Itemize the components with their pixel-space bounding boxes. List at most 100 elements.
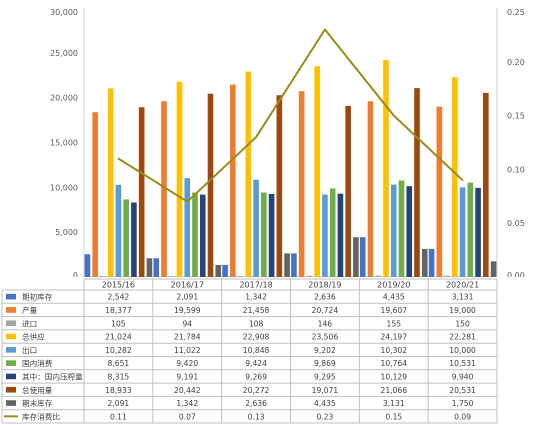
bar xyxy=(131,202,137,277)
bar xyxy=(483,92,489,277)
bar xyxy=(268,193,275,277)
bar xyxy=(123,199,129,277)
table-cell: 146 xyxy=(318,319,333,328)
bar xyxy=(375,275,382,277)
legend-key xyxy=(6,307,16,313)
table-cell: 19,000 xyxy=(449,306,476,315)
table-header-cell: 2017/18 xyxy=(239,281,272,290)
table-row-label: 国内消费 xyxy=(22,358,53,368)
left-tick-label: 0 xyxy=(73,271,78,277)
right-tick-label: 0.00 xyxy=(507,271,525,277)
bar xyxy=(414,88,420,277)
table-cell: 21,458 xyxy=(243,306,270,315)
bar xyxy=(475,187,481,277)
bar xyxy=(176,81,183,277)
table-cell: 19,607 xyxy=(381,306,408,315)
table-cell: 1,342 xyxy=(176,399,198,408)
data-table-rows: 期初库存 2,542 2,091 1,342 2,636 4,435 3,131 产量 18,3… xyxy=(4,292,476,421)
table-cell: 155 xyxy=(387,319,402,328)
right-tick-label: 0.20 xyxy=(507,58,525,67)
table-cell: 2,091 xyxy=(108,399,130,408)
right-tick-label: 0.15 xyxy=(507,112,525,121)
table-cell: 105 xyxy=(111,319,126,328)
table-row-label: 产量 xyxy=(22,305,38,315)
left-tick-label: 5,000 xyxy=(55,228,78,237)
table-cell: 2,091 xyxy=(176,293,198,302)
table-cell: 0.09 xyxy=(454,412,471,421)
left-tick-label: 15,000 xyxy=(50,139,78,148)
left-tick-label: 20,000 xyxy=(50,94,78,103)
table-cell: 3,131 xyxy=(452,293,474,302)
table-cell: 0.15 xyxy=(385,412,402,421)
table-row-label: 进口 xyxy=(22,319,37,328)
bar xyxy=(222,264,228,277)
legend-key xyxy=(6,293,16,300)
right-tick-label: 0.10 xyxy=(507,165,525,174)
table-cell: 10,282 xyxy=(105,346,132,355)
bar xyxy=(107,88,114,277)
left-y-axis: 0 5,000 10,000 15,000 20,000 25,000 30,000 xyxy=(50,8,497,277)
table-cell: 19,599 xyxy=(174,306,201,315)
table-cell: 9,269 xyxy=(245,372,267,381)
table-cell: 0.11 xyxy=(110,412,127,421)
table-cell: 22,281 xyxy=(449,333,476,342)
bar xyxy=(383,60,389,277)
table-cell: 2,636 xyxy=(245,399,267,408)
bar xyxy=(284,253,290,277)
table-header-cell: 2020/21 xyxy=(446,281,479,290)
table-cell: 10,302 xyxy=(381,346,408,355)
line-point xyxy=(461,179,464,181)
table-cell: 21,066 xyxy=(381,386,408,395)
table-row-label: 期初库存 xyxy=(22,292,53,302)
table-cell: 20,724 xyxy=(312,306,339,315)
right-tick-label: 0.05 xyxy=(507,219,525,228)
bar xyxy=(436,106,443,277)
table-cell: 9,420 xyxy=(176,359,198,368)
line-point xyxy=(255,136,257,138)
bar xyxy=(230,84,236,277)
bar xyxy=(100,276,106,277)
bar xyxy=(146,258,153,277)
table-cell: 2,636 xyxy=(314,293,336,302)
table-cell: 18,933 xyxy=(105,386,132,395)
bar xyxy=(306,275,313,277)
bar xyxy=(153,258,160,277)
bar xyxy=(298,91,305,277)
legend-key xyxy=(6,333,16,340)
bar xyxy=(490,261,497,277)
table-cell: 150 xyxy=(455,319,470,328)
table-row-label: 期末库存 xyxy=(22,398,53,408)
table-cell: 10,000 xyxy=(449,346,476,355)
bar xyxy=(390,184,397,277)
bar xyxy=(359,237,366,277)
bar xyxy=(428,248,435,277)
bar xyxy=(276,95,283,277)
left-tick-label: 10,000 xyxy=(50,183,78,192)
table-cell: 4,435 xyxy=(314,399,336,408)
table-cell: 10,848 xyxy=(243,346,270,355)
bar xyxy=(291,253,297,277)
bar xyxy=(115,184,122,277)
bar xyxy=(261,192,267,277)
bar xyxy=(337,193,344,277)
table-cell: 9,191 xyxy=(176,372,198,381)
table-header-cell: 2018/19 xyxy=(308,281,341,290)
line-point xyxy=(324,28,326,31)
table-header-cell: 2015/16 xyxy=(102,281,135,290)
table-cell: 9,424 xyxy=(245,359,267,368)
legend-key xyxy=(6,347,16,353)
table-row-label: 总供应 xyxy=(22,332,45,342)
table-cell: 10,764 xyxy=(381,359,408,368)
bar xyxy=(138,107,145,277)
table-cell: 0.13 xyxy=(248,412,265,421)
table-cell: 10,129 xyxy=(381,372,408,381)
table-cell: 11,022 xyxy=(174,346,201,355)
bar xyxy=(199,194,206,277)
line-series-group xyxy=(117,28,464,203)
data-table-grid xyxy=(1,278,498,424)
table-row-label: 出口 xyxy=(22,345,37,355)
bar xyxy=(406,186,413,277)
table-header-cell: 2016/17 xyxy=(171,281,204,290)
right-tick-label: 0.25 xyxy=(507,8,525,17)
bar xyxy=(314,66,320,277)
